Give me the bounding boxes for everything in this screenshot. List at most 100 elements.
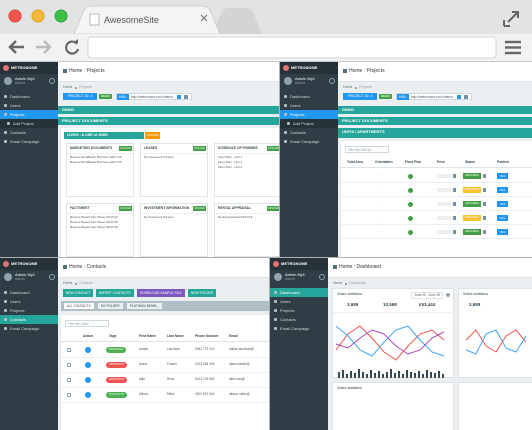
menu-item[interactable]: Projects [0, 110, 58, 119]
menu-button[interactable] [505, 40, 521, 55]
price-field [437, 174, 451, 178]
tab-close[interactable] [200, 14, 208, 22]
folder-tab[interactable]: MY FOLDER [98, 303, 123, 309]
menu-item[interactable]: Dashboard [280, 92, 338, 101]
publish-button[interactable]: YES [497, 187, 508, 193]
new-tab[interactable] [212, 8, 262, 34]
project-id-button[interactable]: PROJECT ID: 4 [63, 93, 97, 100]
breadcrumb[interactable]: Contacts [79, 281, 93, 285]
menu-item[interactable]: Projects [0, 306, 58, 315]
menu-item[interactable]: Users [270, 297, 328, 306]
open-icon[interactable] [464, 95, 468, 99]
menu-item[interactable]: Users [0, 101, 58, 110]
menu-item[interactable]: Email Campaign [0, 137, 58, 146]
upload-button[interactable]: UPLOAD [193, 206, 206, 211]
menu-item[interactable]: Projects [280, 110, 338, 119]
menu-item[interactable]: Dashboard [0, 92, 58, 101]
status-badge[interactable]: AVAILABLE [463, 201, 481, 207]
address-bar[interactable] [87, 36, 497, 59]
menu-item[interactable]: Contacts [0, 315, 58, 324]
floor-plan-icon[interactable] [408, 229, 413, 235]
fullscreen-icon[interactable] [503, 11, 519, 27]
update-button[interactable]: UPDATE [145, 132, 160, 139]
settings-icon[interactable] [446, 292, 450, 297]
upload-button[interactable]: UPLOAD [119, 206, 132, 211]
menu-item[interactable]: Contacts [0, 128, 58, 137]
status-badge[interactable]: AVAILABLE [463, 173, 481, 179]
action-button[interactable]: NEW CONTACT [63, 289, 94, 297]
menu-item[interactable]: Email Campaign [270, 324, 328, 333]
menu-item[interactable]: Projects [270, 306, 328, 315]
action-button[interactable]: NEW FOLDER [188, 289, 216, 297]
edit-icon[interactable] [453, 174, 456, 178]
edit-icon[interactable] [453, 216, 456, 220]
forward-button[interactable] [36, 40, 52, 54]
publish-button[interactable]: YES [497, 173, 508, 179]
row-checkbox[interactable] [67, 362, 71, 367]
edit-icon[interactable] [453, 202, 456, 206]
settings-icon[interactable] [49, 274, 55, 280]
menu-item[interactable]: Dashboard [0, 288, 58, 297]
upload-button[interactable]: UPLOAD [119, 146, 132, 151]
edit-icon[interactable] [453, 230, 456, 234]
edit-icon[interactable] [453, 188, 456, 192]
breadcrumb[interactable]: Home [343, 85, 353, 89]
action-icon[interactable] [85, 346, 91, 353]
action-icon[interactable] [85, 376, 91, 383]
menu-item[interactable]: Users [0, 297, 58, 306]
copy-icon[interactable] [177, 95, 181, 99]
back-button[interactable] [8, 40, 24, 54]
settings-icon[interactable] [49, 78, 55, 84]
menu-item[interactable]: Email Campaign [280, 137, 338, 146]
menu-item[interactable]: Add Project [0, 119, 58, 128]
menu-item[interactable]: Contacts [280, 128, 338, 137]
folder-tab[interactable]: ALL CONTACTS [64, 303, 94, 309]
upload-button[interactable]: UPLOAD [267, 206, 280, 211]
menu-item[interactable]: Email Campaign [0, 324, 58, 333]
action-icon[interactable] [85, 361, 91, 368]
status-badge[interactable]: RESERVED [463, 215, 481, 221]
row-checkbox[interactable] [67, 392, 71, 397]
settings-icon[interactable] [329, 78, 335, 84]
breadcrumb[interactable]: Home [63, 85, 73, 89]
action-button[interactable]: DOWNLOAD SAMPLE FILE [137, 289, 185, 297]
menu-item[interactable]: Dashboard [270, 288, 328, 297]
project-id-button[interactable]: PROJECT ID: 4 [343, 93, 377, 100]
menu-item[interactable]: Users [280, 101, 338, 110]
floor-plan-icon[interactable] [408, 173, 413, 179]
breadcrumb[interactable]: Home [333, 281, 343, 285]
breadcrumb[interactable]: Projects [79, 85, 92, 89]
publish-button[interactable]: YES [497, 201, 508, 207]
settings-icon[interactable] [319, 274, 325, 280]
reload-button[interactable] [65, 40, 80, 55]
row-checkbox[interactable] [67, 377, 71, 382]
folder-tab[interactable]: PLATINUM MEMB... [127, 303, 162, 309]
date-range[interactable]: June 20 - June 25 [411, 292, 443, 300]
row-checkbox[interactable] [67, 347, 71, 352]
zoom-light[interactable] [54, 9, 68, 23]
filter-input[interactable]: Filter By Name [65, 320, 109, 327]
minimize-light[interactable] [31, 9, 45, 23]
avatar [4, 77, 12, 85]
publish-button[interactable]: YES [497, 229, 508, 235]
filter-input[interactable]: Filter By Unit No. [345, 146, 389, 153]
floor-plan-icon[interactable] [408, 187, 413, 193]
status-badge[interactable]: AVAILABLE [463, 229, 481, 235]
action-button[interactable]: IMPORT CONTACTS [96, 289, 134, 297]
publish-button[interactable]: YES [497, 215, 508, 221]
upload-button[interactable]: UPLOAD [267, 146, 280, 151]
open-icon[interactable] [184, 95, 188, 99]
menu-item[interactable]: Contacts [270, 315, 328, 324]
breadcrumb[interactable]: Projects [359, 85, 372, 89]
breadcrumb[interactable]: Dashboard [349, 281, 367, 285]
status-badge[interactable]: RESERVED [463, 187, 481, 193]
tab[interactable] [73, 5, 221, 35]
floor-plan-icon[interactable] [408, 215, 413, 221]
menu-item[interactable]: Add Project [280, 119, 338, 128]
copy-icon[interactable] [457, 95, 461, 99]
upload-button[interactable]: UPLOAD [193, 146, 206, 151]
action-icon[interactable] [85, 391, 91, 398]
breadcrumb[interactable]: Home [63, 281, 73, 285]
close-light[interactable] [8, 9, 22, 23]
floor-plan-icon[interactable] [408, 201, 413, 207]
